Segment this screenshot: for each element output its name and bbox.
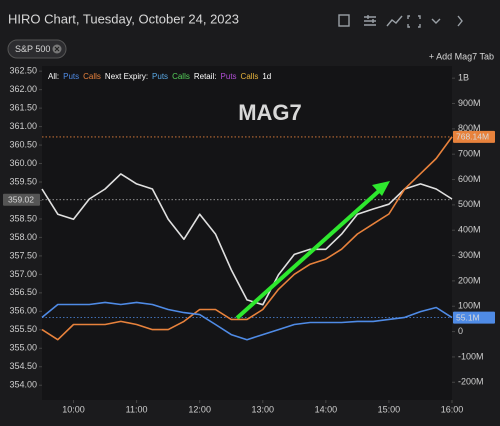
y2-tick-label: -200M <box>458 377 484 387</box>
legend-item: Calls <box>172 72 190 81</box>
chart-icon[interactable] <box>386 15 403 27</box>
y2-tick-label: 900M <box>458 98 481 108</box>
table-icon[interactable] <box>338 14 350 27</box>
legend-item: Puts <box>63 72 79 81</box>
legend-item: Puts <box>152 72 168 81</box>
y-tick-label: 355.00 <box>9 343 37 353</box>
marker-tag <box>453 311 495 324</box>
y2-tick-label: 800M <box>458 123 481 133</box>
y-tick-label: 354.50 <box>9 361 37 371</box>
y2-tick-label: 400M <box>458 225 481 235</box>
legend-group: Next Expiry: <box>105 72 148 81</box>
dropdown-icon[interactable] <box>431 18 441 24</box>
y2-tick-label: -100M <box>458 351 484 361</box>
symbol-chip-label[interactable]: S&P 500 <box>15 44 50 54</box>
x-tick-label: 12:00 <box>188 404 211 414</box>
page-title: HIRO Chart, Tuesday, October 24, 2023 <box>8 11 239 26</box>
marker-label: 55.1M <box>456 312 480 322</box>
y-tick-label: 358.00 <box>9 232 37 242</box>
y-tick-label: 360.50 <box>9 139 37 149</box>
chip-close-x <box>54 46 60 52</box>
y-tick-label: 361.00 <box>9 121 37 131</box>
y-tick-label: 357.50 <box>9 250 37 260</box>
y2-tick-label: 100M <box>458 301 481 311</box>
legend-group: All: <box>48 72 59 81</box>
x-tick-label: 13:00 <box>252 404 275 414</box>
y-tick-label: 356.50 <box>9 287 37 297</box>
x-tick-label: 10:00 <box>62 404 85 414</box>
series-line <box>41 301 453 341</box>
marker-tag <box>3 193 40 206</box>
fullscreen-icon[interactable] <box>407 15 421 28</box>
series-line <box>41 136 453 341</box>
legend-item: Calls <box>241 72 259 81</box>
y-tick-label: 360.00 <box>9 158 37 168</box>
y-tick-label: 362.00 <box>9 84 37 94</box>
marker-tag <box>453 130 495 143</box>
y2-tick-label: 1B <box>458 73 469 83</box>
y2-tick-label: 300M <box>458 250 481 260</box>
y-tick-label: 355.50 <box>9 324 37 334</box>
legend-period: 1d <box>262 72 271 81</box>
toolbar[interactable] <box>338 14 463 28</box>
trend-arrow <box>235 181 390 320</box>
y-tick-label: 362.50 <box>9 66 37 76</box>
y2-tick-label: 0 <box>458 326 463 336</box>
y-tick-label: 361.50 <box>9 102 37 112</box>
settings-icon[interactable] <box>364 15 376 26</box>
x-tick-label: 11:00 <box>126 404 148 414</box>
marker-label: 768.14M <box>456 132 489 142</box>
legend-item: Calls <box>83 72 101 81</box>
marker-label: 359.02 <box>8 194 34 204</box>
plot: 354.00 354.50 355.00 355.50 356.00 356.50 357.… <box>3 66 495 414</box>
y-tick-label: 359.50 <box>9 176 37 186</box>
symbol-chip[interactable] <box>7 39 67 59</box>
arrow-shaft <box>235 188 382 320</box>
y-tick-label: 354.00 <box>9 380 37 390</box>
x-tick-label: 14:00 <box>315 404 338 414</box>
series-line <box>41 173 453 306</box>
legend-group: Retail: <box>194 72 217 81</box>
y-tick-label: 358.50 <box>9 213 37 223</box>
y2-tick-label: 700M <box>458 149 481 159</box>
legend-item: Puts <box>221 72 237 81</box>
next-icon[interactable] <box>457 15 463 27</box>
y2-tick-label: 500M <box>458 199 481 209</box>
add-tab[interactable]: + Add Mag7 Tab <box>429 51 494 61</box>
y-tick-label: 357.00 <box>9 269 37 279</box>
y-tick-label: 356.00 <box>9 306 37 316</box>
x-tick-label: 16:00 <box>441 404 464 414</box>
y2-tick-label: 200M <box>458 275 481 285</box>
arrow-head <box>372 181 390 196</box>
legend: All: Puts Calls Next Expiry: Puts Calls Retail… <box>48 72 271 81</box>
annotation: MAG7 <box>238 100 302 125</box>
plot-area <box>42 66 452 400</box>
y2-tick-label: 600M <box>458 174 481 184</box>
x-tick-label: 15:00 <box>378 404 401 414</box>
